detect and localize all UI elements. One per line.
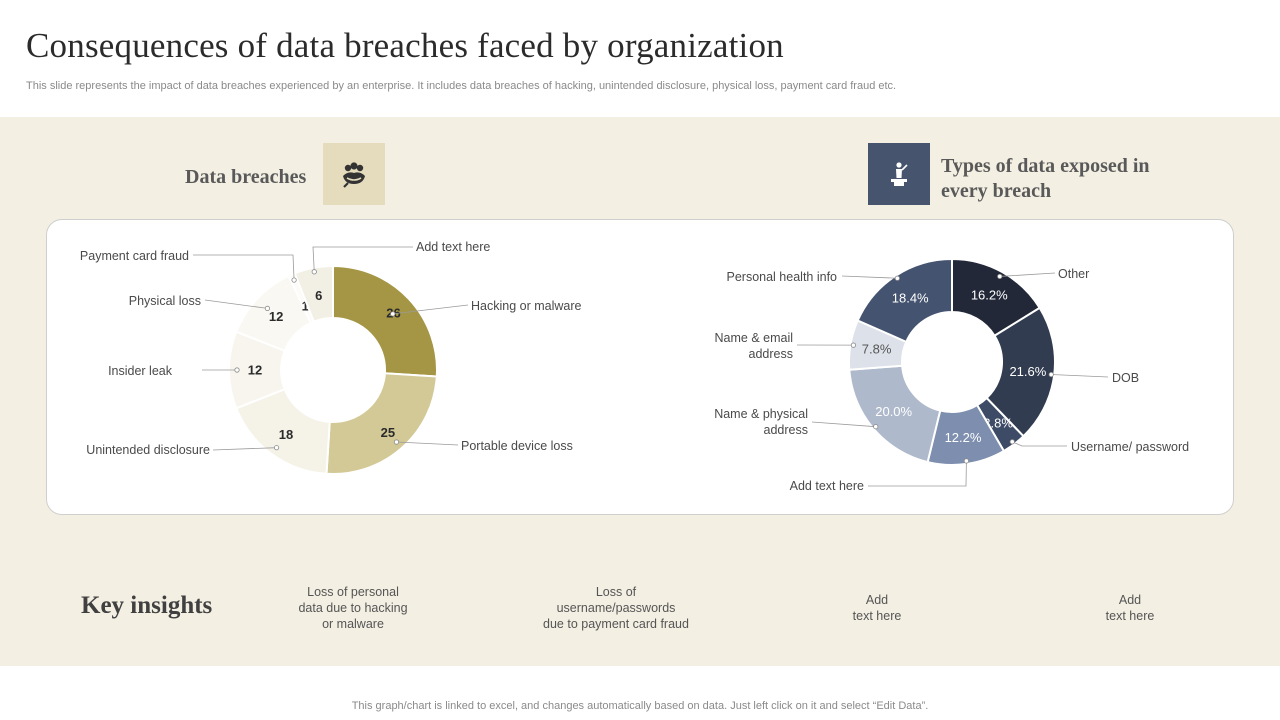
leader-dot-unintended-disclosure [273,445,280,451]
value-label-add-text-here: 12.2% [945,430,982,445]
data-breaches-heading: Data breaches [185,166,307,188]
insight-text-2: Loss of username/passwords due to paymen… [543,585,689,631]
presenter-podium-icon [868,143,930,205]
value-label-physical-loss: 12 [269,309,283,324]
leader-dot-insider-leak [234,367,240,373]
leader-dot-name-physical-address [873,424,879,430]
category-label-hacking-or-malware: Hacking or malware [471,299,582,313]
leader-dot-physical-loss [264,305,270,311]
value-label-other: 16.2% [971,288,1008,303]
category-label-payment-card-fraud: Payment card fraud [80,249,189,263]
insight-text-4: Add text here [1105,593,1155,623]
insight-text-3: Add text here [852,593,902,623]
slice-name-physical-address [848,364,942,464]
footer-note: This graph/chart is linked to excel, and… [351,700,929,712]
value-label-portable-device-loss: 25 [381,425,395,440]
group-people-icon [323,143,385,205]
category-label-insider-leak: Insider leak [108,364,173,378]
category-label-portable-device-loss: Portable device loss [461,439,573,453]
chart-callouts: Hacking or malware Portable device loss Un… [80,240,1189,493]
category-label-username-password: Username/ password [1071,440,1189,454]
slice-personal-health-info [856,257,953,344]
leader-dot-dob [1048,371,1054,378]
leader-line-dob [1051,374,1109,378]
category-label-add-text-here: Add text here [416,240,490,254]
page-title: Consequences of data breaches faced by o… [26,26,784,65]
value-label-name-physical-address: 20.0% [875,404,912,419]
category-label-unintended-disclosure: Unintended disclosure [86,443,210,457]
leader-dot-portable-device-loss [393,439,400,445]
insight-text-1: Loss of personal data due to hacking or … [298,585,408,631]
leader-line-portable-device-loss [396,441,459,446]
data-breaches-donut: 262518121216 [228,264,438,475]
value-label-unintended-disclosure: 18 [279,427,293,442]
page-subtitle: This slide represents the impact of data… [26,80,897,92]
key-insights-heading: Key insights [81,592,213,619]
value-label-insider-leak: 12 [248,363,262,378]
value-label-payment-card-fraud: 1 [302,298,309,313]
leader-line-physical-loss [204,299,268,309]
leader-dot-personal-health-info [894,275,900,281]
leader-line-username-password [1012,441,1067,447]
leader-dot-other [997,273,1003,280]
leader-line-other [999,272,1056,277]
leader-line-payment-card-fraud [193,254,295,281]
leader-line-name-physical-address [811,421,876,428]
leader-dot-payment-card-fraud [291,277,297,283]
data-exposed-donut: 16.2%21.6%3.8%12.2%20.0%7.8%18.4% [848,257,1056,466]
slice-portable-device-loss [325,372,438,475]
leader-line-personal-health-info [841,275,898,279]
leader-dot-add-text-here [311,269,317,275]
value-label-personal-health-info: 18.4% [892,290,929,305]
leader-dot-add-text-here [963,458,970,464]
value-label-name-email-address: 7.8% [862,342,892,357]
leader-line-hacking-or-malware [392,304,469,315]
category-label-add-text-here: Add text here [790,479,864,493]
slice-hacking-or-malware [332,264,438,378]
value-label-dob: 21.6% [1009,364,1046,379]
slice-dob [985,306,1056,438]
data-exposed-heading: Types of data exposed in every breach [941,155,1150,202]
value-label-add-text-here: 6 [315,288,322,303]
leader-dot-username-password [1009,439,1015,445]
leader-dot-name-email-address [850,342,857,348]
category-label-other: Other [1058,267,1089,281]
leader-line-add-text-here [312,246,413,272]
category-label-name-physical-address: Name & physical address [714,407,808,437]
category-label-dob: DOB [1112,371,1139,385]
category-label-physical-loss: Physical loss [129,294,201,308]
leader-line-unintended-disclosure [212,447,277,451]
category-label-personal-health-info: Personal health info [727,270,838,284]
category-label-name-email-address: Name & email address [715,331,794,361]
leader-line-add-text-here [868,460,967,487]
leader-dot-hacking-or-malware [390,311,396,317]
slice-add-text-here [293,264,334,323]
